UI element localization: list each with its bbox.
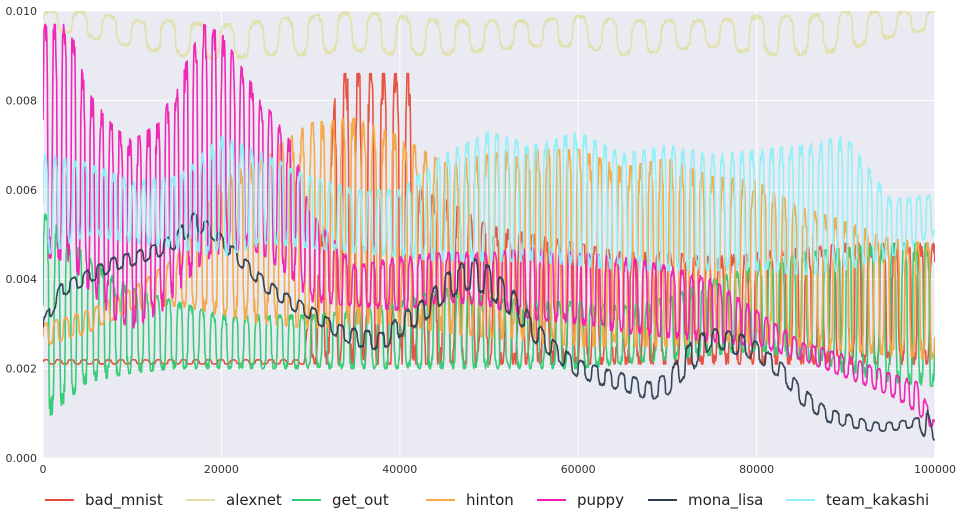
series-line-mona-lisa [43,211,935,441]
legend-label: bad_mnist [85,491,163,510]
x-tick-label: 20000 [204,463,239,476]
y-tick-label: 0.000 [6,452,38,465]
legend: bad_mnist alexnet get_out hinton puppy mona_l… [45,491,929,510]
y-tick-label: 0.004 [6,273,38,286]
x-tick-label: 40000 [382,463,417,476]
legend-label: hinton [466,491,514,509]
legend-label: get_out [332,491,389,510]
legend-label: alexnet [226,491,282,509]
series-lines [43,11,935,441]
y-tick-label: 0.006 [6,184,38,197]
x-tick-label: 60000 [561,463,596,476]
legend-label: team_kakashi [826,491,929,510]
legend-item-team-kakashi: team_kakashi [786,491,929,510]
y-tick-label: 0.002 [6,363,38,376]
y-axis-tick-labels: 0.000 0.002 0.004 0.006 0.008 0.010 [6,5,38,465]
y-tick-label: 0.010 [6,5,38,18]
legend-label: puppy [577,491,624,509]
x-tick-label: 80000 [739,463,774,476]
legend-label: mona_lisa [688,491,763,510]
legend-item-puppy: puppy [537,491,624,509]
series-line-bad-mnist [43,72,935,365]
series-line-team-kakashi [43,131,935,276]
legend-item-bad-mnist: bad_mnist [45,491,163,510]
legend-item-alexnet: alexnet [186,491,282,509]
series-line-puppy [43,23,935,428]
legend-item-hinton: hinton [426,491,514,509]
x-axis-tick-labels: 0 20000 40000 60000 80000 100000 [40,463,957,476]
x-tick-label: 0 [40,463,47,476]
series-line-alexnet [43,11,935,61]
legend-item-get-out: get_out [292,491,389,510]
series-line-get-out [43,213,935,416]
legend-item-mona-lisa: mona_lisa [648,491,763,510]
y-tick-label: 0.008 [6,94,38,107]
x-tick-label: 100000 [914,463,956,476]
